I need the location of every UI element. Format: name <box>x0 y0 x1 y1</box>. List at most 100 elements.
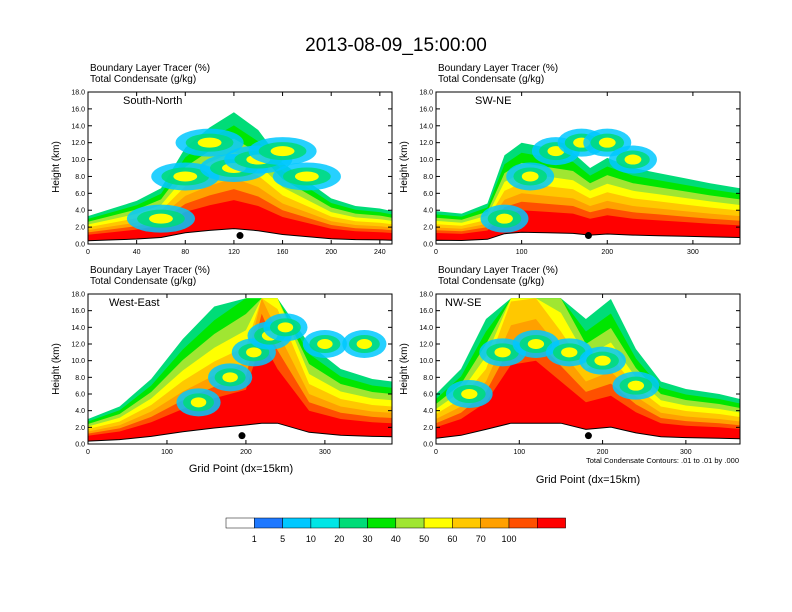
colorbar-swatch <box>452 517 481 529</box>
plot-area <box>436 298 740 444</box>
plume-cell <box>222 372 238 383</box>
panel-nw-se: Boundary Layer Tracer (%) Total Condensa… <box>399 265 741 486</box>
y-tick-label: 10.0 <box>71 157 85 164</box>
panel-label-condensate: Total Condensate (g/kg) <box>438 74 544 85</box>
panel-title: NW-SE <box>445 297 481 309</box>
panel-label-tracer: Boundary Layer Tracer (%) <box>90 63 210 74</box>
panel-label-tracer: Boundary Layer Tracer (%) <box>90 265 210 276</box>
y-tick-label: 0.0 <box>75 242 85 249</box>
location-marker <box>584 232 592 240</box>
panel-title: West-East <box>109 297 160 309</box>
x-tick-label: 40 <box>133 249 141 256</box>
y-tick-label: 16.0 <box>71 106 85 113</box>
tracer-band <box>88 339 392 444</box>
y-tick-label: 0.0 <box>75 442 85 449</box>
y-tick-label: 14.0 <box>71 325 85 332</box>
y-tick-label: 12.0 <box>71 140 85 147</box>
colorbar-label: 50 <box>419 534 429 544</box>
panel-title: SW-NE <box>475 95 511 107</box>
colorbar-label: 20 <box>334 534 344 544</box>
panel-label-condensate: Total Condensate (g/kg) <box>438 276 544 287</box>
y-tick-label: 4.0 <box>423 208 433 215</box>
y-tick-label: 4.0 <box>75 208 85 215</box>
x-tick-label: 160 <box>277 249 289 256</box>
x-tick-label: 200 <box>325 249 337 256</box>
plot-area <box>88 112 392 244</box>
y-tick-label: 2.0 <box>75 225 85 232</box>
panel-title: South-North <box>123 95 182 107</box>
panel-label-condensate: Total Condensate (g/kg) <box>90 74 196 85</box>
plume-cell <box>494 347 511 358</box>
y-tick-label: 8.0 <box>75 174 85 181</box>
y-tick-label: 12.0 <box>419 342 433 349</box>
y-tick-label: 16.0 <box>419 308 433 315</box>
colorbar-swatch <box>282 517 312 529</box>
colorbar-label: 60 <box>447 534 457 544</box>
y-tick-label: 4.0 <box>75 408 85 415</box>
y-tick-label: 18.0 <box>419 90 433 97</box>
x-tick-label: 200 <box>597 449 609 456</box>
y-tick-label: 16.0 <box>71 308 85 315</box>
y-axis-label: Height (km) <box>51 141 62 193</box>
colorbar-label: 100 <box>501 534 516 544</box>
contour-note: Total Condensate Contours: .01 to .01 by… <box>586 456 739 465</box>
y-tick-label: 18.0 <box>71 90 85 97</box>
y-tick-label: 0.0 <box>423 442 433 449</box>
y-tick-label: 16.0 <box>419 106 433 113</box>
colorbar-label: 30 <box>362 534 372 544</box>
y-tick-label: 14.0 <box>419 325 433 332</box>
x-tick-label: 240 <box>374 249 386 256</box>
x-axis-label: Grid Point (dx=15km) <box>189 463 293 475</box>
plume-cell <box>461 389 478 399</box>
plume-cell <box>356 339 373 349</box>
x-tick-label: 100 <box>161 449 173 456</box>
plume-cell <box>627 380 645 391</box>
colorbar-swatch <box>367 517 397 529</box>
x-tick-label: 300 <box>687 249 699 256</box>
y-tick-label: 12.0 <box>419 140 433 147</box>
plot-frame <box>435 91 741 245</box>
y-tick-label: 14.0 <box>71 123 85 130</box>
colorbar-swatch <box>338 517 368 529</box>
colorbar-swatch <box>480 517 510 529</box>
y-tick-label: 18.0 <box>71 292 85 299</box>
x-tick-label: 200 <box>240 449 252 456</box>
tracer-band <box>88 200 392 244</box>
plume-cell <box>277 322 294 333</box>
x-tick-label: 100 <box>513 449 525 456</box>
colorbar-swatch <box>310 517 340 529</box>
plume-cell <box>496 213 513 224</box>
y-axis-label: Height (km) <box>399 141 410 193</box>
location-marker <box>584 432 592 440</box>
x-tick-label: 0 <box>86 249 90 256</box>
colorbar-label: 5 <box>280 534 285 544</box>
plume-cell <box>190 397 207 408</box>
y-tick-label: 6.0 <box>75 191 85 198</box>
colorbar-swatch <box>508 517 538 529</box>
colorbar-swatch <box>423 517 453 529</box>
x-tick-label: 0 <box>434 449 438 456</box>
plume-cell <box>317 339 333 349</box>
plume-cell <box>197 137 222 148</box>
plume-cell <box>561 347 578 358</box>
x-tick-label: 200 <box>601 249 613 256</box>
y-tick-label: 6.0 <box>75 392 85 399</box>
y-axis-label: Height (km) <box>399 343 410 395</box>
panel-label-tracer: Boundary Layer Tracer (%) <box>438 63 558 74</box>
y-tick-label: 18.0 <box>419 292 433 299</box>
y-tick-label: 14.0 <box>419 123 433 130</box>
location-marker <box>236 232 244 240</box>
colorbar: 1 5 10 20 30 40 50 60 70 100 <box>225 517 566 544</box>
plot-frame <box>435 293 741 445</box>
plume-cell <box>598 137 616 148</box>
panel-sw-ne: Boundary Layer Tracer (%) Total Condensa… <box>399 63 741 256</box>
plume-cell <box>594 355 611 366</box>
y-tick-label: 6.0 <box>423 392 433 399</box>
y-tick-label: 6.0 <box>423 191 433 198</box>
y-tick-label: 2.0 <box>423 425 433 432</box>
x-tick-label: 0 <box>434 249 438 256</box>
panel-label-tracer: Boundary Layer Tracer (%) <box>438 265 558 276</box>
y-tick-label: 2.0 <box>75 425 85 432</box>
y-tick-label: 2.0 <box>423 225 433 232</box>
